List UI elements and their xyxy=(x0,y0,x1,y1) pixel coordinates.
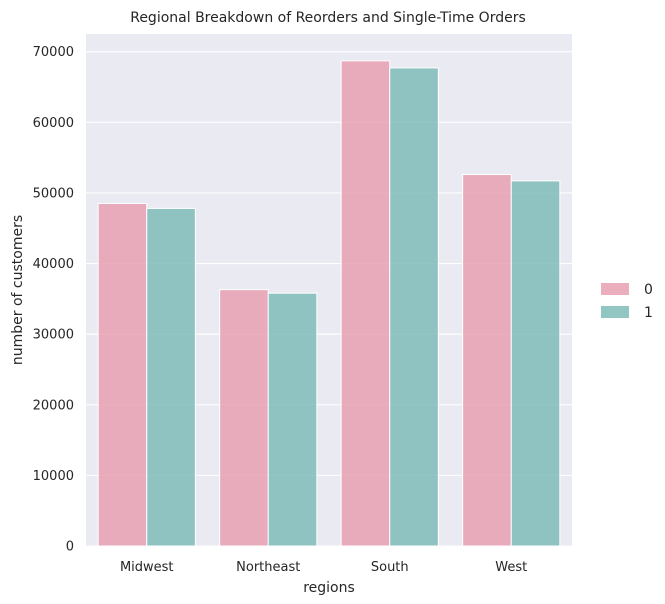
y-axis-ticks: 0 10000 20000 30000 40000 50000 60000 70000 xyxy=(33,45,74,554)
legend-swatch xyxy=(601,283,629,295)
bar-south-series-0 xyxy=(340,60,391,547)
chart-title: Regional Breakdown of Reorders and Singl… xyxy=(130,10,526,26)
y-tick-label: 40000 xyxy=(33,257,74,272)
y-tick-label: 60000 xyxy=(33,116,74,131)
bar-northeast-series-0 xyxy=(219,289,269,547)
bars xyxy=(97,60,561,547)
bar-midwest-series-0 xyxy=(97,202,148,547)
x-axis-label: regions xyxy=(303,580,355,596)
y-tick-label: 20000 xyxy=(33,398,74,413)
legend-label: 1 xyxy=(644,305,653,321)
legend: 01 xyxy=(601,282,653,321)
y-tick-label: 50000 xyxy=(33,186,74,201)
bar-west-series-0 xyxy=(462,174,512,547)
x-axis-ticks: Midwest Northeast South West xyxy=(120,560,527,575)
y-axis-label: number of customers xyxy=(10,215,26,365)
bar-south-series-1 xyxy=(389,67,439,547)
legend-swatch xyxy=(601,306,629,318)
x-tick-label: Northeast xyxy=(236,560,300,575)
x-tick-label: West xyxy=(495,560,527,575)
y-tick-label: 10000 xyxy=(33,469,74,484)
y-tick-label: 30000 xyxy=(33,328,74,343)
y-tick-label: 0 xyxy=(66,540,74,555)
bar-west-series-1 xyxy=(510,180,561,547)
x-tick-label: Midwest xyxy=(120,560,174,575)
bar-midwest-series-1 xyxy=(146,207,196,547)
y-tick-label: 70000 xyxy=(33,45,74,60)
bar-northeast-series-1 xyxy=(267,292,318,547)
x-tick-label: South xyxy=(371,560,409,575)
legend-label: 0 xyxy=(644,282,653,298)
